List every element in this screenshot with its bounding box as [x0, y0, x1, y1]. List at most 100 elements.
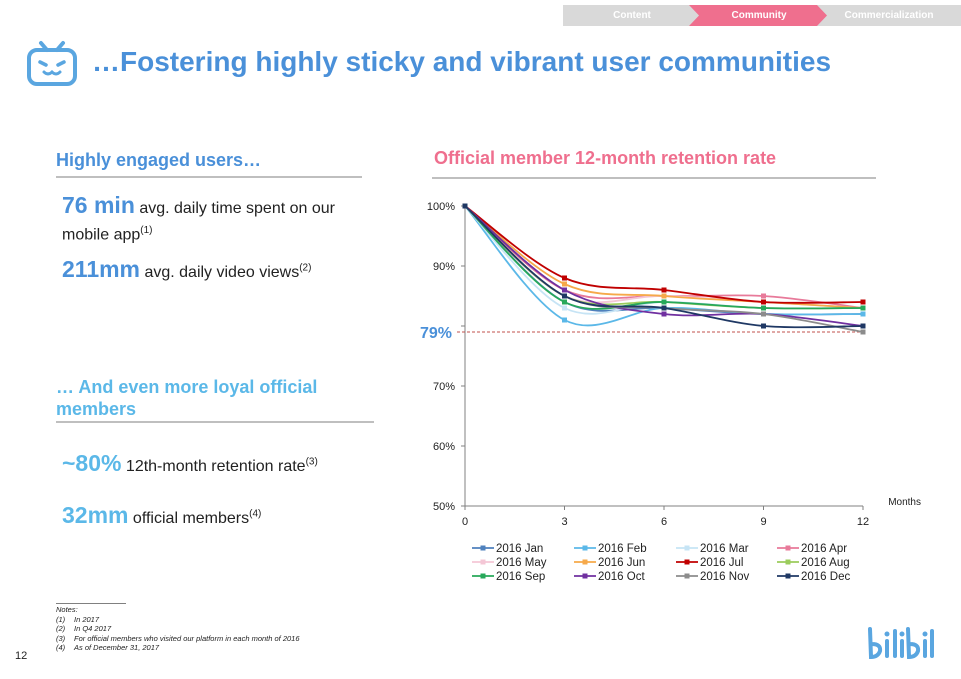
legend-marker-2016-mar — [684, 545, 690, 551]
note-item: (4) As of December 31, 2017 — [56, 643, 300, 653]
chart-title: Official member 12-month retention rate — [434, 148, 777, 168]
y-tick-label: 50% — [433, 501, 455, 513]
legend-label-2016-sep: 2016 Sep — [496, 571, 545, 583]
divider — [56, 176, 362, 178]
tab-commercialization[interactable]: Commercialization — [817, 5, 961, 26]
data-point-2016-sep — [761, 305, 766, 311]
note-item: (2) In Q4 2017 — [56, 624, 300, 634]
divider — [56, 421, 374, 423]
data-point-2016-dec — [462, 203, 468, 209]
data-point-2016-feb — [562, 317, 567, 323]
x-axis-label: Months — [888, 497, 921, 508]
legend-marker-2016-jun — [582, 559, 588, 565]
note-number: (1) — [56, 614, 66, 624]
legend-label-2016-mar: 2016 Mar — [700, 543, 749, 555]
x-tick-label: 9 — [760, 516, 766, 528]
data-point-2016-oct — [562, 287, 567, 293]
page-number: 12 — [15, 650, 28, 662]
data-point-2016-jun — [661, 293, 667, 299]
page-title: …Fostering highly sticky and vibrant use… — [92, 46, 832, 77]
data-point-2016-jun — [562, 281, 567, 287]
note-item: (1) In 2017 — [56, 615, 300, 625]
legend-label-2016-oct: 2016 Oct — [598, 571, 645, 583]
legend-marker-2016-feb — [582, 545, 588, 551]
legend-label-2016-jun: 2016 Jun — [598, 557, 645, 569]
tab-community[interactable]: Community — [689, 5, 829, 26]
note-text: In Q4 2017 — [74, 624, 112, 633]
section-progress-tabs: Content Community Commercialization — [563, 5, 961, 26]
note-number: (4) — [56, 643, 66, 652]
footnote-ref: (1) — [140, 225, 153, 236]
divider — [432, 177, 876, 179]
legend-marker-2016-jul — [684, 559, 690, 565]
bilibili-tv-icon — [27, 41, 77, 86]
data-point-2016-nov — [860, 329, 866, 335]
x-tick-label: 0 — [462, 516, 468, 528]
y-tick-label: 100% — [427, 201, 455, 213]
notes: Notes: (1) In 2017 (2) In Q4 2017 (3) For o… — [56, 605, 300, 653]
y-tick-label: 70% — [433, 381, 455, 393]
data-point-2016-jul — [661, 287, 667, 293]
footnote-ref: (2) — [299, 262, 312, 274]
engaged-users-heading: Highly engaged users… — [56, 150, 262, 170]
legend-label-2016-jan: 2016 Jan — [496, 543, 543, 555]
legend-label-2016-nov: 2016 Nov — [700, 571, 749, 583]
note-text: For official members who visited our pla… — [74, 633, 300, 643]
tab-content[interactable]: Content — [563, 5, 701, 26]
data-point-2016-dec — [562, 293, 567, 299]
y-tick-label: 90% — [433, 261, 455, 273]
series-line-2016-sep — [464, 205, 864, 310]
stat-video-views: 211mm avg. daily video views(2) — [62, 256, 311, 283]
footnote-ref: (4) — [249, 508, 262, 520]
data-point-2016-mar — [562, 305, 567, 311]
stat-official-members: 32mm official members(4) — [62, 502, 261, 529]
data-point-2016-sep — [562, 299, 567, 305]
stat-official-members-value: 32mm — [62, 502, 129, 528]
data-point-2016-jul — [761, 299, 766, 305]
stat-retention: ~80% 12th-month retention rate(3) — [62, 450, 318, 477]
note-number: (2) — [56, 624, 66, 633]
legend-label-2016-apr: 2016 Apr — [801, 543, 847, 555]
legend-marker-2016-sep — [480, 573, 486, 579]
note-text: As of December 31, 2017 — [74, 643, 160, 652]
stat-retention-text: 12th-month retention rate — [121, 458, 306, 475]
legend-marker-2016-apr — [785, 545, 791, 551]
footnote-ref: (3) — [305, 456, 318, 468]
legend-marker-2016-nov — [684, 573, 690, 579]
legend-label-2016-may: 2016 May — [496, 557, 547, 569]
data-point-2016-jul — [860, 299, 866, 305]
stat-daily-time: 76 min avg. daily time spent on our mobi… — [62, 194, 372, 246]
data-point-2016-jul — [562, 275, 567, 281]
legend-label-2016-aug: 2016 Aug — [801, 557, 850, 569]
data-point-2016-dec — [761, 323, 766, 329]
legend-label-2016-feb: 2016 Feb — [598, 543, 647, 555]
stat-daily-time-value: 76 min — [62, 192, 135, 218]
notes-heading: Notes: — [56, 605, 78, 614]
data-point-2016-sep — [661, 299, 667, 305]
data-point-2016-dec — [860, 323, 866, 329]
data-point-2016-dec — [661, 305, 667, 311]
bilibili-logo — [868, 627, 934, 660]
stat-daily-time-text: avg. daily time spent on our mobile app — [62, 200, 335, 244]
legend-marker-2016-dec — [785, 573, 791, 579]
stat-video-views-text: avg. daily video views — [140, 264, 300, 281]
x-tick-label: 3 — [561, 516, 567, 528]
retention-line-chart: 50% 60% 70% 90% 100% 0 3 6 9 12 Months 79% 2016 Jan 2… — [420, 201, 921, 583]
stat-retention-value: ~80% — [62, 450, 122, 476]
data-point-2016-nov — [761, 311, 766, 317]
note-item: (3) For official members who visited our … — [56, 634, 300, 644]
reference-line-label: 79% — [420, 325, 452, 342]
legend-marker-2016-aug — [785, 559, 791, 565]
note-number: (3) — [56, 633, 66, 643]
data-point-2016-oct — [661, 311, 667, 317]
legend-label-2016-jul: 2016 Jul — [700, 557, 743, 569]
notes-divider — [56, 603, 126, 604]
loyal-members-heading: … And even more loyal official members — [56, 377, 318, 419]
y-tick-label: 60% — [433, 441, 455, 453]
legend-label-2016-dec: 2016 Dec — [801, 571, 850, 583]
data-point-2016-apr — [761, 293, 766, 299]
series-line-2016-jun — [464, 205, 864, 309]
note-text: In 2017 — [74, 614, 100, 624]
stat-video-views-value: 211mm — [62, 256, 141, 282]
data-point-2016-feb — [860, 311, 866, 317]
